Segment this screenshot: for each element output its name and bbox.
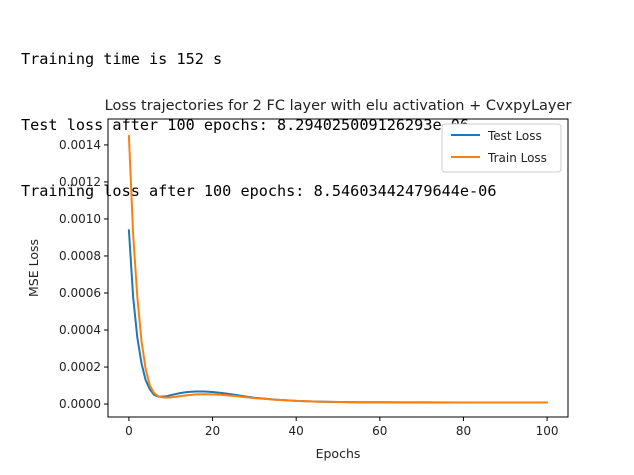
y-tick-label: 0.0006 xyxy=(59,286,101,300)
y-tick-label: 0.0008 xyxy=(59,249,101,263)
y-tick-label: 0.0014 xyxy=(59,138,101,152)
x-tick-label: 100 xyxy=(536,424,559,438)
y-tick-label: 0.0000 xyxy=(59,397,101,411)
console-output: Training time is 152 s Test loss after 1… xyxy=(21,4,496,224)
legend-label-test-loss: Test Loss xyxy=(487,129,542,143)
plot-area xyxy=(107,118,569,418)
test-loss-line: Test loss after 100 epochs: 8.2940250091… xyxy=(21,116,470,134)
training-loss-line: Training loss after 100 epochs: 8.546034… xyxy=(21,182,497,200)
series-line-test-loss xyxy=(127,229,549,404)
chart-title: Loss trajectories for 2 FC layer with el… xyxy=(105,98,572,114)
x-axis-label: Epochs xyxy=(316,446,361,461)
series-line-train-loss xyxy=(127,134,549,404)
y-tick-label: 0.0010 xyxy=(59,212,101,226)
y-tick-label: 0.0012 xyxy=(59,175,101,189)
x-tick-label: 20 xyxy=(205,424,220,438)
x-axis: 0 20 40 60 80 100 xyxy=(125,417,559,438)
y-axis: 0.0000 0.0002 0.0004 0.0006 0.0008 0.0010 0.00… xyxy=(59,138,108,411)
x-tick-label: 60 xyxy=(372,424,387,438)
x-tick-label: 40 xyxy=(289,424,304,438)
x-tick-label: 80 xyxy=(456,424,471,438)
training-time-line: Training time is 152 s xyxy=(21,50,223,68)
x-tick-label: 0 xyxy=(125,424,133,438)
series-lines xyxy=(127,134,549,404)
y-axis-label: MSE Loss xyxy=(26,239,41,297)
legend: Test Loss Train Loss xyxy=(441,123,562,173)
legend-label-train-loss: Train Loss xyxy=(487,151,547,165)
y-tick-label: 0.0004 xyxy=(59,323,101,337)
y-tick-label: 0.0002 xyxy=(59,360,101,374)
